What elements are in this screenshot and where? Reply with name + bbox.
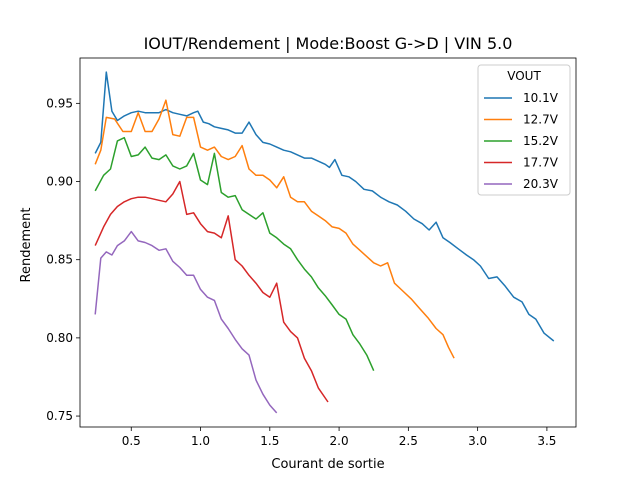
plot-frame xyxy=(79,57,577,428)
x-tick-label: 3.5 xyxy=(537,434,556,448)
legend-label-4: 20.3V xyxy=(523,177,559,191)
y-axis-ticks: 0.75 0.80 0.85 0.90 0.95 xyxy=(46,96,80,423)
series-line-1 xyxy=(94,99,455,359)
y-tick-label: 0.85 xyxy=(46,253,73,267)
x-tick-label: 1.5 xyxy=(260,434,279,448)
series-line-0 xyxy=(94,71,555,342)
x-tick-label: 2.5 xyxy=(399,434,418,448)
x-axis-label: Courant de sortie xyxy=(271,457,384,472)
x-axis-ticks: 0.5 1.0 1.5 2.0 2.5 3.0 3.5 xyxy=(122,427,556,448)
y-tick-label: 0.75 xyxy=(46,409,73,423)
legend-box xyxy=(477,64,571,196)
legend-label-0: 10.1V xyxy=(523,91,559,105)
plot-area xyxy=(79,57,577,428)
legend-title: VOUT xyxy=(507,69,541,83)
legend: VOUT 10.1V 12.7V 15.2V 17.7V 20.3V xyxy=(477,64,571,196)
chart-title: IOUT/Rendement | Mode:Boost G->D | VIN 5… xyxy=(144,34,513,53)
y-axis-label: Rendement xyxy=(19,208,34,283)
legend-label-1: 12.7V xyxy=(523,113,559,127)
x-tick-label: 1.0 xyxy=(191,434,210,448)
x-tick-label: 2.0 xyxy=(330,434,349,448)
legend-label-3: 17.7V xyxy=(523,156,559,170)
y-tick-label: 0.95 xyxy=(46,96,73,110)
series-line-2 xyxy=(94,136,375,372)
y-tick-label: 0.90 xyxy=(46,175,73,189)
y-tick-label: 0.80 xyxy=(46,331,73,345)
x-tick-label: 3.0 xyxy=(468,434,487,448)
series-line-4 xyxy=(94,230,278,414)
legend-label-2: 15.2V xyxy=(523,134,559,148)
series-line-3 xyxy=(94,180,329,403)
x-tick-label: 0.5 xyxy=(122,434,141,448)
